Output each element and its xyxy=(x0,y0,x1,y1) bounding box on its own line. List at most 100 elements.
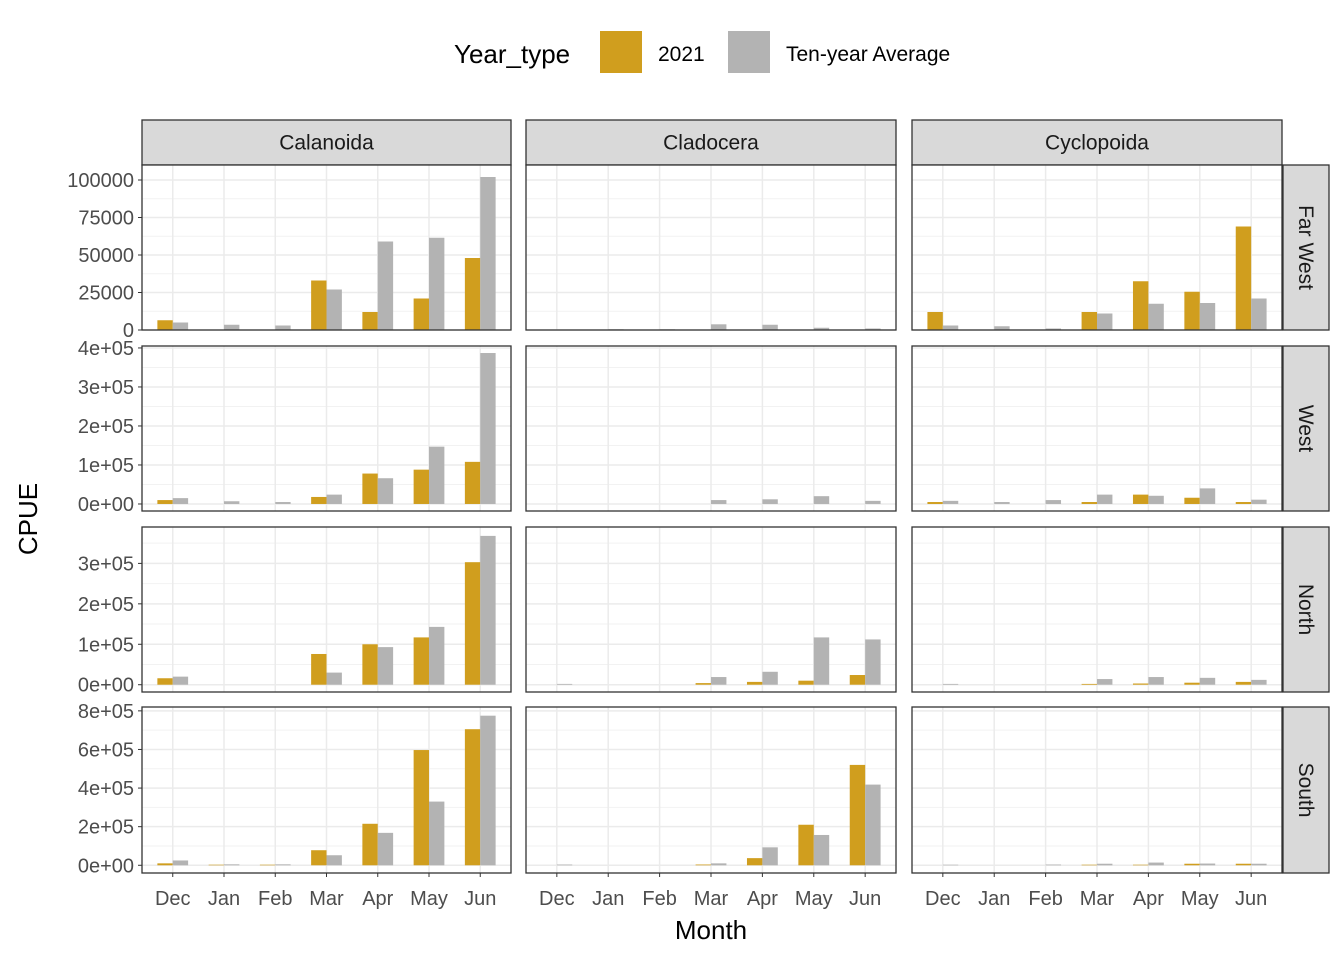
x-tick-label-feb: Feb xyxy=(1028,888,1062,910)
legend-label-2021: 2021 xyxy=(658,43,705,66)
x-tick-label-mar: Mar xyxy=(1080,888,1115,910)
bar-ten-year-average-feb xyxy=(275,325,291,330)
bar-2021-mar xyxy=(1081,864,1097,866)
bar-ten-year-average-jan xyxy=(224,864,240,866)
bar-2021-apr xyxy=(1132,494,1149,504)
bar-ten-year-average-mar xyxy=(1097,679,1113,685)
x-tick-label-mar: Mar xyxy=(309,888,344,910)
x-tick-label-may: May xyxy=(1181,888,1219,910)
panel-north-calanoida xyxy=(141,526,512,693)
y-tick-label-north: 3e+05 xyxy=(78,553,134,575)
bar-ten-year-average-dec xyxy=(942,683,959,685)
facet-panels: Calanoida Cladocera Cyclopoida Far West 0 250… xyxy=(67,119,1330,910)
x-tick-label-may: May xyxy=(795,888,833,910)
bar-ten-year-average-jan xyxy=(994,326,1010,330)
bar-ten-year-average-jun xyxy=(865,500,881,504)
bar-ten-year-average-jan xyxy=(224,324,240,330)
y-tick-label-west: 2e+05 xyxy=(78,416,134,438)
x-tick-label-apr: Apr xyxy=(362,888,393,910)
strip-west xyxy=(1282,345,1330,512)
bar-2021-mar xyxy=(311,280,327,330)
bar-ten-year-average-dec xyxy=(942,864,959,866)
bar-ten-year-average-apr xyxy=(377,647,394,685)
legend-key-ten-year-average xyxy=(728,31,770,73)
legend: Year_type 2021 Ten-year Average xyxy=(454,31,950,73)
bar-ten-year-average-may xyxy=(429,626,445,685)
bar-ten-year-average-jun xyxy=(865,639,881,685)
bar-ten-year-average-jun xyxy=(865,784,881,866)
bar-2021-feb xyxy=(259,864,276,866)
bar-ten-year-average-apr xyxy=(762,499,778,504)
strip-cyclopoida xyxy=(911,119,1283,166)
bar-2021-dec xyxy=(157,320,173,330)
x-tick-label-jun: Jun xyxy=(849,888,881,910)
y-tick-label-west: 4e+05 xyxy=(78,338,134,360)
bar-2021-jan xyxy=(208,864,224,866)
bar-2021-dec xyxy=(157,863,173,866)
panel-south-cladocera xyxy=(525,706,897,874)
y-tick-label-far-west: 0 xyxy=(123,320,134,342)
y-tick-label-south: 2e+05 xyxy=(78,817,134,839)
bar-ten-year-average-mar xyxy=(326,855,342,866)
bar-2021-may xyxy=(413,469,429,504)
legend-title: Year_type xyxy=(454,39,570,69)
bar-ten-year-average-mar xyxy=(711,324,727,330)
x-tick-label-feb: Feb xyxy=(642,888,676,910)
bar-ten-year-average-may xyxy=(1199,488,1216,504)
y-tick-label-far-west: 25000 xyxy=(78,283,134,305)
bar-ten-year-average-dec xyxy=(172,498,189,504)
panel-far-west-cladocera xyxy=(525,164,897,331)
bar-ten-year-average-jan xyxy=(224,501,240,504)
bar-ten-year-average-feb xyxy=(275,502,291,504)
panel-border xyxy=(525,526,897,693)
bar-2021-jun xyxy=(464,461,481,504)
bar-ten-year-average-jun xyxy=(480,715,496,866)
bar-ten-year-average-mar xyxy=(1097,313,1113,330)
bar-ten-year-average-may xyxy=(1199,863,1216,866)
panel-border xyxy=(911,526,1283,693)
panel-far-west-cyclopoida xyxy=(911,164,1283,331)
bar-2021-may xyxy=(1184,863,1200,866)
bar-ten-year-average-feb xyxy=(1045,864,1062,866)
panel-west-calanoida xyxy=(141,345,512,512)
panel-north-cyclopoida xyxy=(911,526,1283,693)
bar-2021-apr xyxy=(1132,864,1149,866)
x-tick-label-may: May xyxy=(410,888,448,910)
bar-ten-year-average-apr xyxy=(762,671,778,685)
bar-2021-mar xyxy=(1081,502,1097,504)
strip-label-south: South xyxy=(1294,763,1317,818)
bar-ten-year-average-dec xyxy=(172,860,189,866)
y-axis-title: CPUE xyxy=(13,483,43,555)
y-tick-label-west: 3e+05 xyxy=(78,377,134,399)
y-tick-label-west: 1e+05 xyxy=(78,455,134,477)
bar-2021-mar xyxy=(695,683,711,685)
bar-ten-year-average-may xyxy=(429,801,445,866)
x-tick-label-mar: Mar xyxy=(694,888,729,910)
y-tick-label-south: 6e+05 xyxy=(78,739,134,761)
y-tick-label-far-west: 75000 xyxy=(78,208,134,230)
bar-ten-year-average-apr xyxy=(1148,677,1164,685)
strip-south xyxy=(1282,706,1330,874)
strip-north xyxy=(1282,526,1330,693)
bar-2021-dec xyxy=(927,502,943,504)
bar-2021-may xyxy=(798,680,814,685)
bar-ten-year-average-mar xyxy=(1097,863,1113,866)
panel-west-cladocera xyxy=(525,345,897,512)
bar-ten-year-average-dec xyxy=(172,322,189,330)
bar-2021-apr xyxy=(746,858,763,866)
panel-south-cyclopoida xyxy=(911,706,1283,874)
bar-ten-year-average-may xyxy=(813,496,830,504)
bar-2021-jun xyxy=(464,562,481,685)
bar-ten-year-average-dec xyxy=(942,325,959,330)
bar-ten-year-average-dec xyxy=(172,676,189,685)
x-tick-label-jan: Jan xyxy=(978,888,1010,910)
bar-ten-year-average-may xyxy=(429,446,445,504)
bar-2021-may xyxy=(798,824,814,866)
y-tick-label-south: 0e+00 xyxy=(78,855,134,877)
bar-ten-year-average-jun xyxy=(1251,298,1267,330)
y-tick-label-south: 8e+05 xyxy=(78,701,134,723)
y-tick-label-north: 2e+05 xyxy=(78,594,134,616)
strip-label-far-west: Far West xyxy=(1294,205,1317,290)
bar-2021-dec xyxy=(157,678,173,685)
